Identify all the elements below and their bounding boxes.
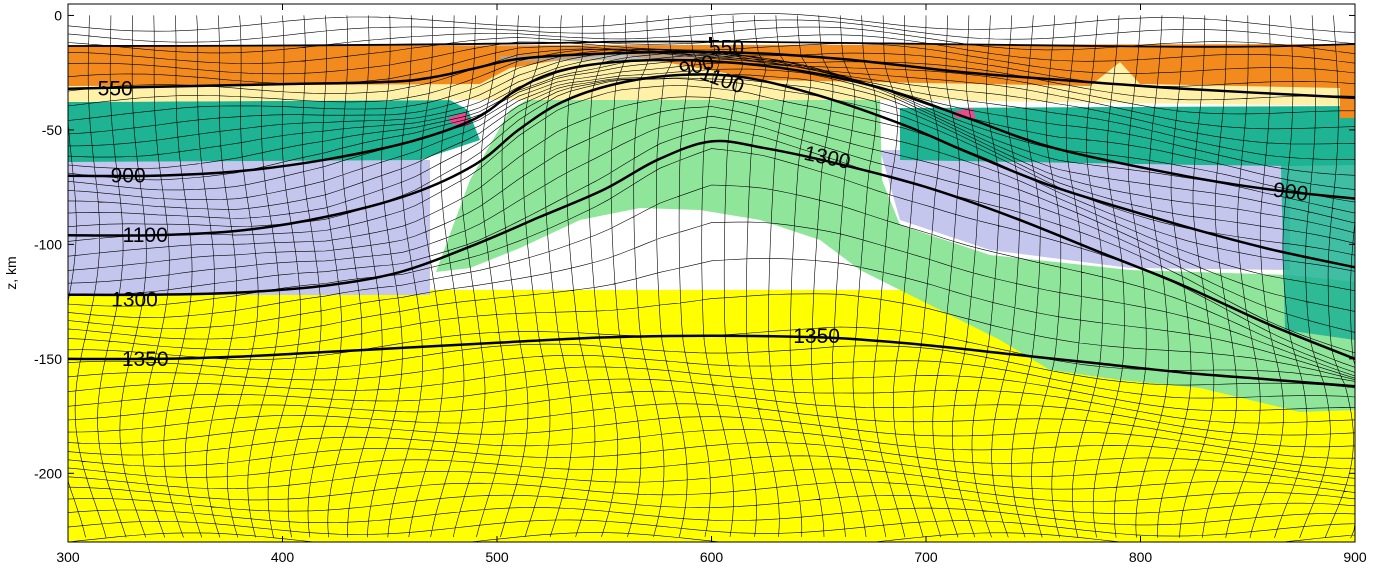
isotherm-label-group: 1350	[122, 348, 169, 371]
x-tick-label: 500	[485, 549, 509, 565]
isotherm-label: 1350	[793, 325, 840, 348]
isotherm-label-group: 550	[709, 37, 744, 60]
isotherm-900	[68, 58, 1355, 200]
isotherm-label-group: 550	[98, 78, 133, 101]
isotherm-550	[68, 50, 1355, 100]
isotherm-1300	[68, 139, 1355, 361]
isotherm-label: 1300	[111, 288, 158, 311]
x-tick-label: 800	[1129, 549, 1153, 565]
isotherm-label: 550	[709, 37, 744, 60]
isotherm-label-group: 1350	[793, 325, 840, 348]
isotherm-label: 900	[111, 165, 146, 188]
y-axis: 0 -50 -100 -150 -200	[34, 7, 1355, 481]
x-tick-label: 300	[56, 549, 80, 565]
y-tick-label: -50	[42, 122, 62, 138]
topography-line	[68, 40, 1355, 48]
y-tick-label: -100	[34, 236, 62, 252]
x-axis: 300 400 500 600 700 800 900	[56, 4, 1367, 565]
lower-crust-left	[68, 100, 480, 162]
x-tick-label: 600	[700, 549, 724, 565]
continental-mantle-right	[880, 150, 1290, 270]
x-tick-label: 700	[914, 549, 938, 565]
y-tick-label: 0	[54, 7, 62, 23]
isotherm-label: 900	[1272, 178, 1310, 206]
isotherm-1100	[68, 73, 1355, 269]
isotherm-label-group: 1100	[123, 224, 168, 247]
isotherm-label-group: 900	[1272, 178, 1310, 206]
y-tick-label: -150	[34, 351, 62, 367]
isotherm-lines	[68, 50, 1355, 388]
sediments-layer	[68, 58, 1355, 106]
plot-area	[68, 4, 1355, 542]
x-tick-label: 900	[1343, 549, 1367, 565]
right-deep-slab	[1280, 118, 1355, 340]
isotherm-label-group: 1300	[111, 288, 158, 311]
isotherm-label: 1350	[122, 348, 169, 371]
y-axis-title: z, km	[3, 256, 19, 289]
isotherm-label: 550	[98, 78, 133, 101]
oceanic-mantle-wedge	[436, 80, 1355, 412]
isotherm-label: 1100	[123, 224, 168, 247]
isotherm-1350	[68, 334, 1355, 388]
isotherm-label-group: 900	[111, 165, 146, 188]
reference-marker	[709, 37, 712, 43]
y-tick-label: -200	[34, 465, 62, 481]
x-tick-label: 400	[271, 549, 295, 565]
